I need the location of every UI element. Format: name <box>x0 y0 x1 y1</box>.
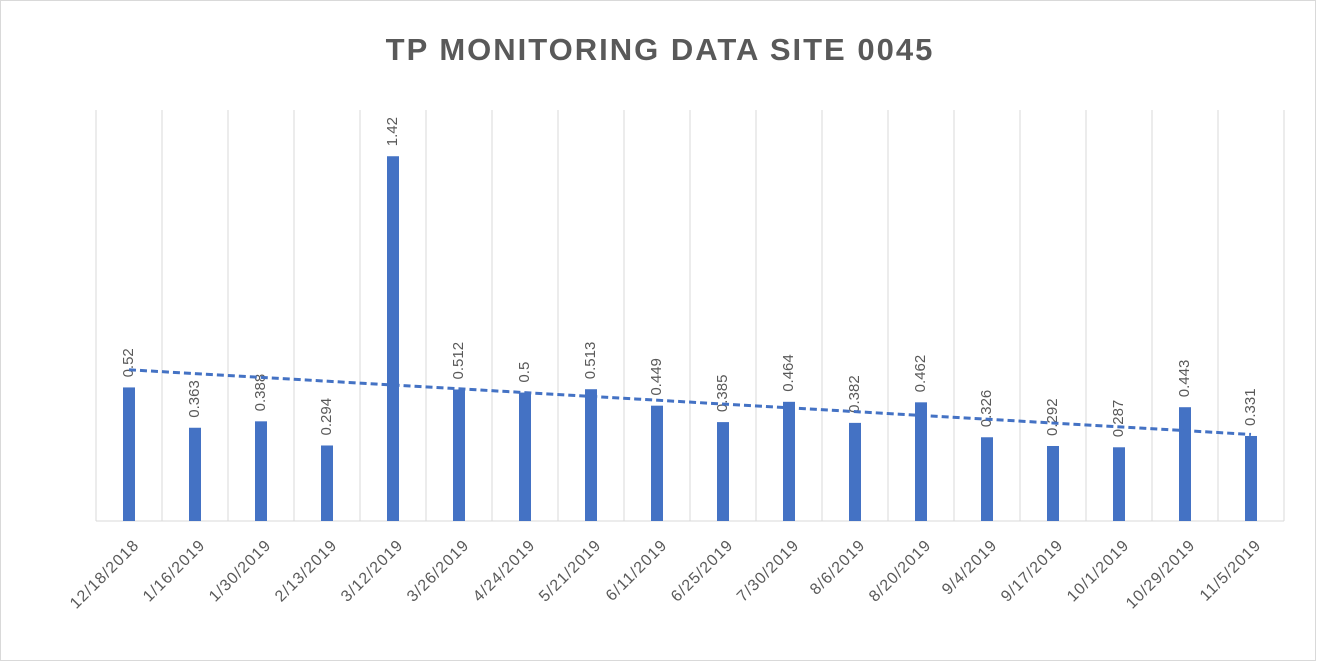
bar <box>585 389 597 521</box>
bar <box>849 422 861 521</box>
trendline <box>128 368 1252 436</box>
data-label: 0.382 <box>846 375 863 413</box>
data-label: 0.443 <box>1176 360 1193 398</box>
data-label: 0.287 <box>1110 400 1127 438</box>
bar <box>981 437 993 521</box>
data-label: 0.388 <box>252 374 269 412</box>
bar <box>1179 407 1191 521</box>
bar <box>1047 445 1059 521</box>
bar <box>189 427 201 521</box>
data-label: 0.512 <box>450 342 467 380</box>
bar <box>255 421 267 521</box>
bar <box>453 389 465 521</box>
data-label: 0.292 <box>1044 398 1061 436</box>
bar <box>123 387 135 521</box>
data-label: 1.42 <box>384 117 401 146</box>
data-label: 0.462 <box>912 355 929 393</box>
data-label: 0.385 <box>714 375 731 413</box>
bar <box>387 156 399 522</box>
data-label: 0.294 <box>318 398 335 436</box>
bar <box>651 405 663 521</box>
bar <box>915 402 927 521</box>
bar <box>321 445 333 521</box>
bar <box>783 401 795 521</box>
data-label: 0.52 <box>120 348 137 377</box>
chart-title: TP MONITORING DATA SITE 0045 <box>386 32 935 67</box>
data-label: 0.326 <box>978 390 995 428</box>
data-label: 0.464 <box>780 354 797 392</box>
data-label: 0.513 <box>582 342 599 380</box>
bar <box>519 392 531 521</box>
data-label: 0.5 <box>516 362 533 383</box>
data-label: 0.449 <box>648 358 665 396</box>
data-label: 0.363 <box>186 380 203 418</box>
bar <box>1113 447 1125 521</box>
bar <box>1245 435 1257 521</box>
data-label: 0.331 <box>1242 388 1259 426</box>
bar <box>717 422 729 521</box>
